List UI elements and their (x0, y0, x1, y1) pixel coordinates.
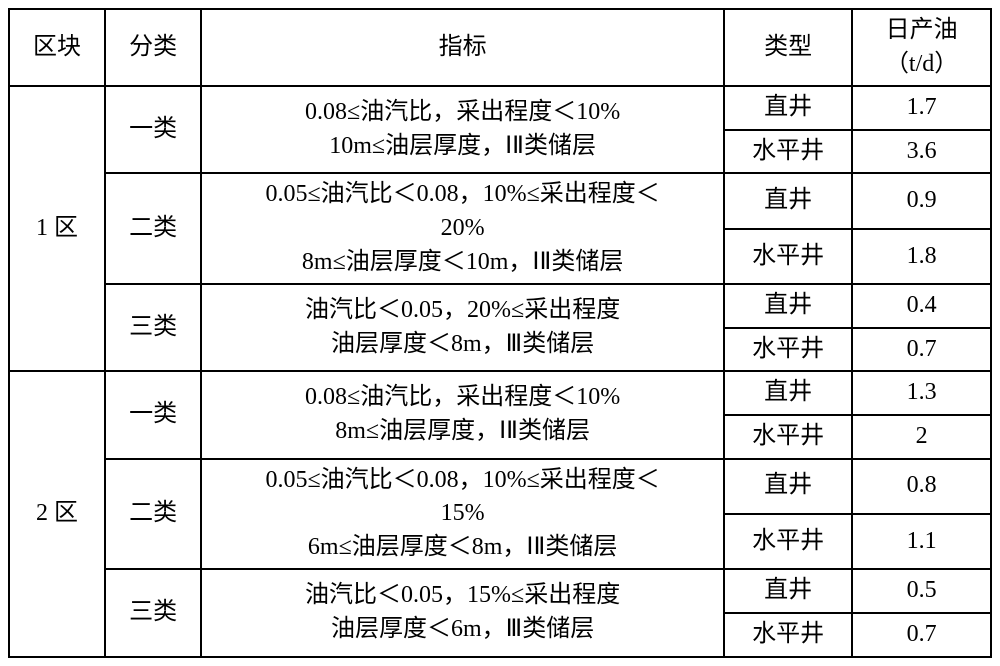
table-row: 二类 0.05≤油汽比＜0.08，10%≤采出程度＜ 20% 8m≤油层厚度＜1… (9, 173, 991, 228)
indicator-cell: 0.05≤油汽比＜0.08，10%≤采出程度＜ 15% 6m≤油层厚度＜8m，Ⅰ… (201, 459, 724, 570)
type-cell: 直井 (724, 173, 852, 228)
daily-oil-cell: 0.4 (852, 284, 991, 328)
category-cell: 一类 (105, 371, 201, 458)
daily-oil-cell: 0.7 (852, 613, 991, 657)
type-cell: 水平井 (724, 328, 852, 372)
type-cell: 水平井 (724, 229, 852, 284)
type-cell: 水平井 (724, 613, 852, 657)
indicator-cell: 油汽比＜0.05，20%≤采出程度 油层厚度＜8m，Ⅲ类储层 (201, 284, 724, 371)
daily-oil-cell: 0.8 (852, 459, 991, 514)
type-cell: 直井 (724, 569, 852, 613)
category-cell: 二类 (105, 173, 201, 284)
daily-oil-cell: 1.8 (852, 229, 991, 284)
indicator-cell: 油汽比＜0.05，15%≤采出程度 油层厚度＜6m，Ⅲ类储层 (201, 569, 724, 656)
indicator-cell: 0.05≤油汽比＜0.08，10%≤采出程度＜ 20% 8m≤油层厚度＜10m，… (201, 173, 724, 284)
category-cell: 三类 (105, 284, 201, 371)
type-cell: 水平井 (724, 130, 852, 174)
category-cell: 二类 (105, 459, 201, 570)
type-cell: 水平井 (724, 415, 852, 459)
table-row: 三类 油汽比＜0.05，20%≤采出程度 油层厚度＜8m，Ⅲ类储层 直井 0.4 (9, 284, 991, 328)
type-cell: 直井 (724, 86, 852, 130)
daily-oil-cell: 1.3 (852, 371, 991, 415)
header-indicator: 指标 (201, 9, 724, 86)
header-daily-oil: 日产油 （t/d） (852, 9, 991, 86)
daily-oil-cell: 0.5 (852, 569, 991, 613)
table-row: 1 区 一类 0.08≤油汽比，采出程度＜10% 10m≤油层厚度，ⅠⅡ类储层 … (9, 86, 991, 130)
block-cell: 2 区 (9, 371, 105, 656)
indicator-cell: 0.08≤油汽比，采出程度＜10% 10m≤油层厚度，ⅠⅡ类储层 (201, 86, 724, 173)
category-cell: 三类 (105, 569, 201, 656)
daily-oil-cell: 3.6 (852, 130, 991, 174)
type-cell: 水平井 (724, 514, 852, 569)
block-cell: 1 区 (9, 86, 105, 371)
header-category: 分类 (105, 9, 201, 86)
table-row: 二类 0.05≤油汽比＜0.08，10%≤采出程度＜ 15% 6m≤油层厚度＜8… (9, 459, 991, 514)
category-cell: 一类 (105, 86, 201, 173)
table-row: 三类 油汽比＜0.05，15%≤采出程度 油层厚度＜6m，Ⅲ类储层 直井 0.5 (9, 569, 991, 613)
daily-oil-cell: 2 (852, 415, 991, 459)
type-cell: 直井 (724, 284, 852, 328)
header-block: 区块 (9, 9, 105, 86)
classification-table: 区块 分类 指标 类型 日产油 （t/d） 1 区 一类 0.08≤油汽比，采出… (8, 8, 992, 658)
type-cell: 直井 (724, 371, 852, 415)
header-type: 类型 (724, 9, 852, 86)
table-row: 2 区 一类 0.08≤油汽比，采出程度＜10% 8m≤油层厚度，ⅠⅡ类储层 直… (9, 371, 991, 415)
table-header-row: 区块 分类 指标 类型 日产油 （t/d） (9, 9, 991, 86)
type-cell: 直井 (724, 459, 852, 514)
daily-oil-cell: 0.9 (852, 173, 991, 228)
daily-oil-cell: 1.1 (852, 514, 991, 569)
indicator-cell: 0.08≤油汽比，采出程度＜10% 8m≤油层厚度，ⅠⅡ类储层 (201, 371, 724, 458)
daily-oil-cell: 0.7 (852, 328, 991, 372)
daily-oil-cell: 1.7 (852, 86, 991, 130)
